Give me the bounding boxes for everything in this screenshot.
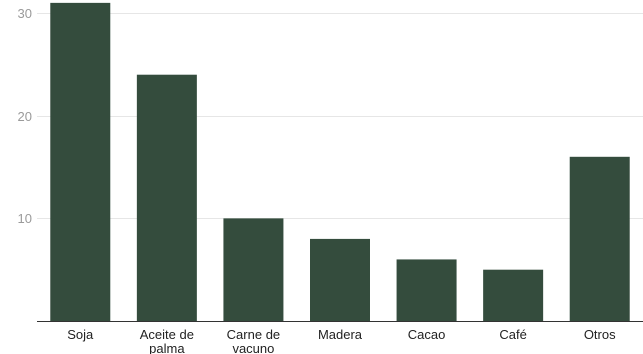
x-tick-label: Otros bbox=[584, 327, 616, 342]
x-tick-label: Café bbox=[499, 327, 526, 342]
y-tick-label: 10 bbox=[18, 211, 32, 226]
bar bbox=[569, 156, 630, 321]
x-tick-label: Aceite de palma bbox=[140, 327, 194, 354]
x-tick-label: Soja bbox=[67, 327, 94, 342]
x-tick-labels: Soja Aceite de palma Carne de vacuno Madera Ca… bbox=[67, 327, 616, 354]
x-tick-label: Madera bbox=[318, 327, 363, 342]
x-tick-label: Cacao bbox=[408, 327, 446, 342]
y-tick-label: 20 bbox=[18, 109, 32, 124]
bar bbox=[223, 218, 284, 321]
bars bbox=[50, 2, 630, 321]
bar bbox=[310, 238, 370, 321]
bar bbox=[396, 259, 457, 321]
grid-lines bbox=[37, 13, 643, 219]
x-tick-label: Carne de vacuno bbox=[227, 327, 280, 354]
y-tick-label: 30 bbox=[18, 6, 32, 21]
bar bbox=[50, 2, 111, 321]
bar bbox=[483, 269, 544, 321]
bar bbox=[136, 74, 197, 321]
y-tick-labels: 10 20 30 bbox=[18, 6, 32, 226]
